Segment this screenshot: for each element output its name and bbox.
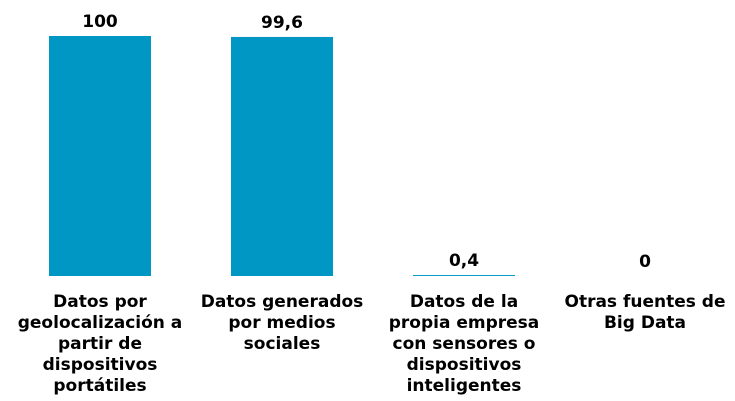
category-label-line: Datos generados — [201, 292, 364, 312]
value-label-4: 0 — [639, 252, 651, 272]
category-label-line: inteligentes — [407, 376, 522, 396]
category-label-line: Datos por — [53, 292, 147, 312]
bars-group — [49, 36, 515, 277]
category-labels-group: Datos por geolocalización a partir de dispo… — [18, 292, 726, 396]
bar-3 — [413, 275, 515, 276]
bar-2 — [231, 36, 333, 277]
category-label-line: propia empresa — [389, 313, 540, 333]
category-label-line: sociales — [244, 334, 321, 354]
value-labels-group: 100 99,6 0,4 0 — [82, 12, 651, 272]
bar-1 — [49, 36, 151, 276]
category-label-line: por medios — [228, 313, 335, 333]
category-label-line: partir de — [58, 334, 142, 354]
value-label-1: 100 — [82, 12, 118, 32]
category-label-line: dispositivos — [43, 355, 158, 375]
category-label-4: Otras fuentes de Big Data — [565, 292, 726, 333]
category-label-line: dispositivos — [407, 355, 522, 375]
value-label-3: 0,4 — [449, 251, 479, 271]
category-label-line: geolocalización a — [18, 313, 183, 333]
category-label-line: con sensores o — [393, 334, 536, 354]
category-label-line: Big Data — [604, 313, 686, 333]
category-label-line: Datos de la — [410, 292, 518, 312]
category-label-1: Datos por geolocalización a partir de dispo… — [18, 292, 183, 396]
category-label-2: Datos generados por medios sociales — [201, 292, 364, 354]
value-label-2: 99,6 — [261, 13, 303, 33]
category-label-line: portátiles — [53, 376, 146, 396]
category-label-line: Otras fuentes de — [565, 292, 726, 312]
